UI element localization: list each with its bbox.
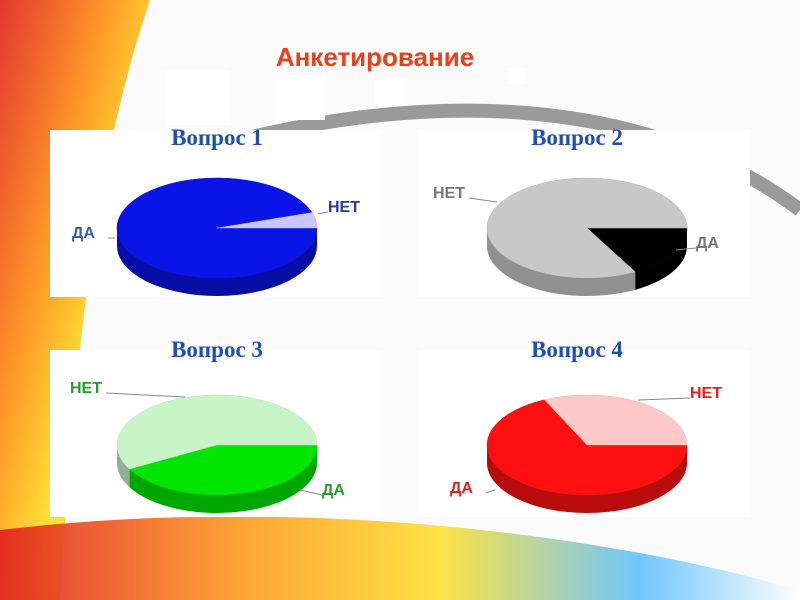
pie-slice-side: [129, 445, 317, 513]
data-label: НЕТ: [690, 385, 722, 402]
pie-slice-side: [117, 228, 317, 296]
leader-line: [105, 392, 186, 398]
slide-title: Анкетирование: [276, 42, 474, 72]
pie-slice-side: [487, 445, 687, 513]
data-label: ДА: [450, 480, 473, 497]
decor-left: [0, 0, 150, 600]
data-label: ДА: [322, 482, 345, 499]
leader-line: [485, 489, 496, 494]
decor-square: [375, 78, 407, 106]
decor-square: [275, 75, 325, 120]
pie-slice: [116, 394, 318, 470]
pie-slice-side: [117, 445, 130, 488]
pie-slice: [216, 212, 318, 229]
data-label: НЕТ: [433, 185, 465, 202]
data-label: ДА: [72, 225, 95, 242]
leader-line: [637, 397, 691, 401]
pie-slice-side: [487, 228, 636, 296]
leader-line: [468, 197, 498, 203]
pie-slice-side: [635, 228, 687, 290]
leader-line: [317, 211, 329, 215]
data-label: НЕТ: [70, 380, 102, 397]
decor-square: [165, 70, 230, 125]
data-label: НЕТ: [328, 199, 360, 216]
leader-line: [299, 489, 323, 496]
pie-slice: [543, 394, 688, 446]
chart-title: Вопрос 4: [531, 337, 623, 362]
chart-title: Вопрос 3: [171, 337, 263, 362]
pie-slice: [128, 444, 318, 496]
pie-slice: [586, 227, 688, 273]
pie-slice: [486, 177, 688, 279]
chart-title: Вопрос 2: [531, 125, 623, 150]
chart-title: Вопрос 1: [171, 125, 263, 150]
data-label: ДА: [696, 235, 719, 252]
pie-slice: [486, 399, 688, 496]
leader-line: [675, 247, 697, 251]
decor-square: [508, 68, 526, 84]
decor-bottom: [0, 516, 800, 600]
